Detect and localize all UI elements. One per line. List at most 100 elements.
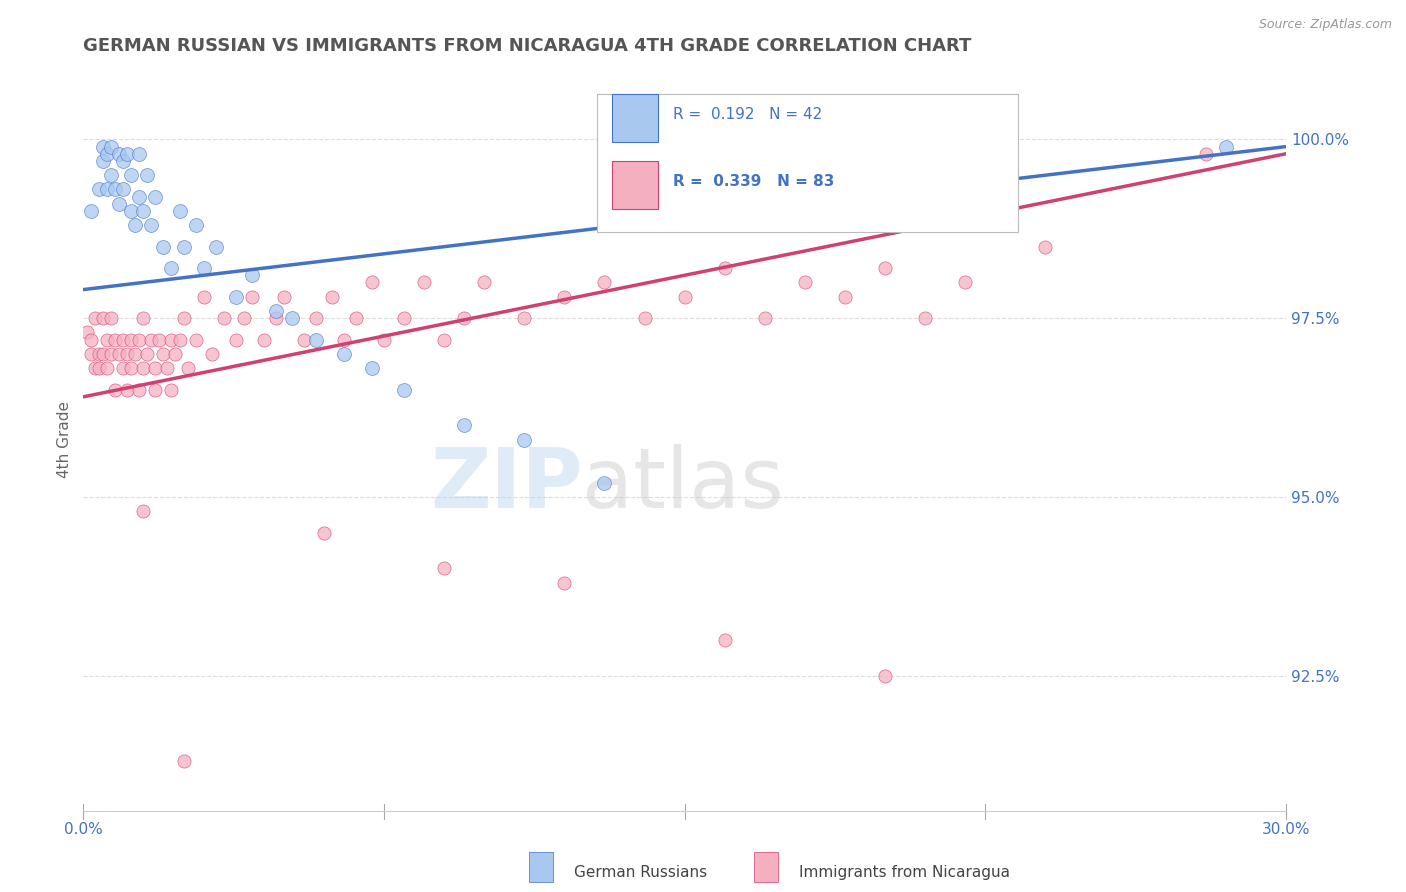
Point bbox=[108, 196, 131, 211]
Point bbox=[1035, 240, 1057, 254]
Point bbox=[176, 361, 198, 376]
Point bbox=[80, 347, 103, 361]
Point bbox=[136, 168, 159, 182]
Point bbox=[108, 146, 131, 161]
Point bbox=[312, 525, 335, 540]
Point bbox=[100, 347, 122, 361]
Point bbox=[361, 361, 384, 376]
Text: Source: ZipAtlas.com: Source: ZipAtlas.com bbox=[1258, 18, 1392, 31]
Point bbox=[173, 311, 195, 326]
Point bbox=[513, 311, 536, 326]
Point bbox=[184, 333, 207, 347]
Point bbox=[433, 333, 456, 347]
Point bbox=[344, 311, 367, 326]
Point bbox=[128, 146, 150, 161]
Point bbox=[593, 475, 616, 490]
Point bbox=[1215, 139, 1237, 153]
Point bbox=[96, 333, 118, 347]
Point bbox=[156, 361, 179, 376]
Point bbox=[173, 240, 195, 254]
Point bbox=[84, 361, 107, 376]
Point bbox=[264, 311, 287, 326]
Point bbox=[108, 347, 131, 361]
Point bbox=[104, 333, 127, 347]
Point bbox=[96, 361, 118, 376]
Point bbox=[100, 139, 122, 153]
Point bbox=[89, 347, 111, 361]
Point bbox=[713, 632, 735, 647]
Point bbox=[112, 333, 135, 347]
Point bbox=[76, 326, 98, 340]
Y-axis label: 4th Grade: 4th Grade bbox=[58, 401, 72, 478]
Point bbox=[91, 139, 114, 153]
Point bbox=[453, 311, 475, 326]
Point bbox=[136, 347, 159, 361]
FancyBboxPatch shape bbox=[596, 94, 1018, 232]
Text: ZIP: ZIP bbox=[430, 444, 582, 524]
Point bbox=[553, 290, 575, 304]
Point bbox=[152, 240, 174, 254]
Point bbox=[132, 361, 155, 376]
Point bbox=[112, 361, 135, 376]
Point bbox=[333, 347, 356, 361]
Point bbox=[124, 219, 146, 233]
Point bbox=[128, 189, 150, 203]
Point bbox=[124, 347, 146, 361]
Point bbox=[152, 347, 174, 361]
Point bbox=[1195, 146, 1218, 161]
Point bbox=[193, 261, 215, 276]
Point bbox=[160, 383, 183, 397]
Point bbox=[169, 333, 191, 347]
Point bbox=[793, 276, 815, 290]
Point bbox=[184, 219, 207, 233]
Point bbox=[633, 311, 655, 326]
Point bbox=[117, 383, 139, 397]
Point bbox=[89, 361, 111, 376]
Point bbox=[104, 182, 127, 196]
Point bbox=[120, 168, 142, 182]
Point bbox=[112, 153, 135, 168]
Point bbox=[225, 290, 247, 304]
Point bbox=[200, 347, 222, 361]
Text: Immigrants from Nicaragua: Immigrants from Nicaragua bbox=[799, 865, 1010, 880]
Point bbox=[292, 333, 315, 347]
Point bbox=[713, 261, 735, 276]
Point bbox=[321, 290, 343, 304]
Point bbox=[361, 276, 384, 290]
Point bbox=[173, 755, 195, 769]
Point bbox=[91, 347, 114, 361]
Point bbox=[89, 182, 111, 196]
Point bbox=[204, 240, 226, 254]
Point bbox=[117, 146, 139, 161]
Point bbox=[132, 203, 155, 218]
Text: GERMAN RUSSIAN VS IMMIGRANTS FROM NICARAGUA 4TH GRADE CORRELATION CHART: GERMAN RUSSIAN VS IMMIGRANTS FROM NICARA… bbox=[83, 37, 972, 55]
Point bbox=[281, 311, 304, 326]
Point bbox=[145, 383, 167, 397]
Point bbox=[160, 333, 183, 347]
Point bbox=[240, 268, 263, 283]
Point bbox=[413, 276, 436, 290]
Text: R =  0.339   N = 83: R = 0.339 N = 83 bbox=[672, 174, 834, 189]
Point bbox=[453, 418, 475, 433]
FancyBboxPatch shape bbox=[613, 161, 658, 210]
Point bbox=[914, 311, 936, 326]
Point bbox=[132, 504, 155, 518]
Point bbox=[80, 333, 103, 347]
Point bbox=[212, 311, 235, 326]
Point bbox=[232, 311, 254, 326]
Point bbox=[392, 311, 415, 326]
Point bbox=[433, 561, 456, 575]
Point bbox=[100, 311, 122, 326]
Point bbox=[84, 311, 107, 326]
Text: atlas: atlas bbox=[582, 444, 785, 524]
Point bbox=[373, 333, 395, 347]
Point bbox=[145, 361, 167, 376]
Point bbox=[305, 333, 328, 347]
Point bbox=[165, 347, 187, 361]
Text: German Russians: German Russians bbox=[574, 865, 707, 880]
Point bbox=[132, 311, 155, 326]
Point bbox=[91, 311, 114, 326]
Point bbox=[553, 575, 575, 590]
Point bbox=[141, 219, 163, 233]
Point bbox=[80, 203, 103, 218]
